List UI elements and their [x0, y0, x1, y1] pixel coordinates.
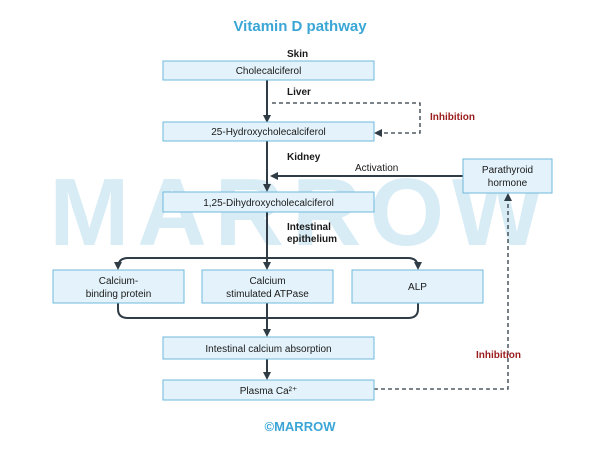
box-plasma-ca-label: Plasma Ca²⁺	[240, 386, 298, 397]
region-label-kidney: Kidney	[287, 152, 321, 163]
inhibition-label-bottom: Inhibition	[476, 350, 521, 361]
box-plasma-ca: Plasma Ca²⁺	[162, 379, 375, 401]
arrow-inhibition-top	[272, 102, 421, 137]
box-calcium-stimulated-atpase: Calcium stimulated ATPase	[201, 269, 334, 304]
box-parathyroid-hormone-line1: Parathyroid	[482, 165, 533, 176]
region-label-skin: Skin	[287, 49, 308, 60]
box-calcium-stimulated-atpase-line1: Calcium	[249, 276, 285, 287]
box-25-hydroxycholecalciferol-label: 25-Hydroxycholecalciferol	[211, 127, 326, 138]
box-alp: ALP	[351, 269, 484, 304]
box-calcium-binding-protein-line2: binding protein	[86, 289, 152, 300]
region-label-liver: Liver	[287, 87, 311, 98]
box-1-25-dihydroxycholecalciferol: 1,25-Dihydroxycholecalciferol	[162, 191, 375, 213]
box-parathyroid-hormone: Parathyroid hormone	[462, 158, 553, 194]
box-cholecalciferol: Cholecalciferol	[162, 60, 375, 81]
inhibition-label-top: Inhibition	[430, 112, 475, 123]
box-intestinal-calcium-absorption-label: Intestinal calcium absorption	[205, 344, 331, 355]
footer-brand: ©MARROW	[265, 419, 337, 434]
region-label-intestinal: Intestinal	[287, 222, 331, 233]
box-cholecalciferol-label: Cholecalciferol	[236, 66, 302, 77]
box-parathyroid-hormone-line2: hormone	[488, 178, 528, 189]
box-alp-label: ALP	[408, 282, 427, 293]
box-calcium-binding-protein: Calcium- binding protein	[52, 269, 185, 304]
box-intestinal-calcium-absorption: Intestinal calcium absorption	[162, 336, 375, 360]
arrow-inhibition-bottom	[374, 193, 512, 390]
region-label-epithelium: epithelium	[287, 234, 337, 245]
box-calcium-stimulated-atpase-line2: stimulated ATPase	[226, 289, 309, 300]
box-1-25-dihydroxycholecalciferol-label: 1,25-Dihydroxycholecalciferol	[203, 198, 334, 209]
activation-label: Activation	[355, 163, 398, 174]
diagram-title: Vitamin D pathway	[233, 18, 367, 35]
box-25-hydroxycholecalciferol: 25-Hydroxycholecalciferol	[162, 121, 375, 142]
box-calcium-binding-protein-line1: Calcium-	[99, 276, 138, 287]
